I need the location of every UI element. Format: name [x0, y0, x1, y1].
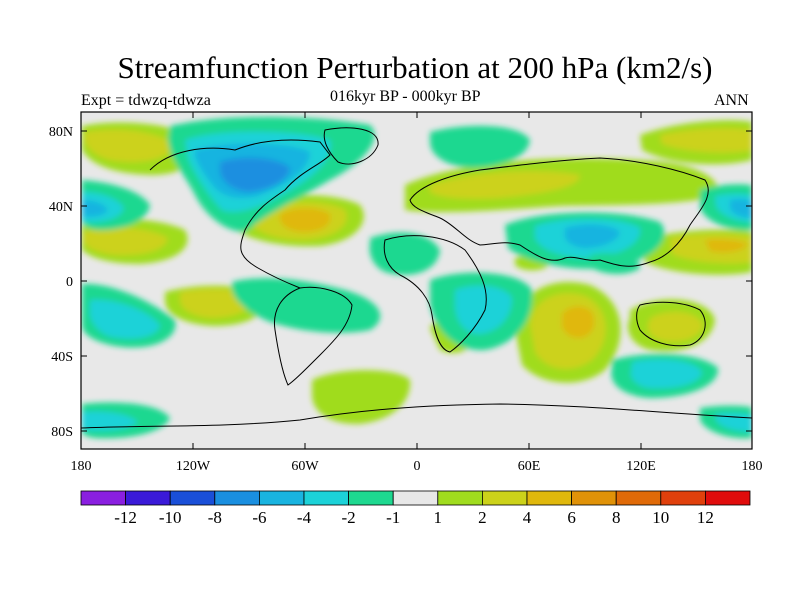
colorbar-label: -6	[252, 508, 266, 527]
contour-atlantic-pos-core	[280, 208, 331, 232]
coast-australia	[636, 301, 706, 347]
season-label: ANN	[714, 92, 749, 109]
colorbar-swatch	[660, 490, 706, 506]
colorbar-label: 1	[434, 508, 443, 527]
longitude-axis: 180 120W 60W 0 60E 120E 180	[71, 112, 763, 474]
coast-eurasia	[409, 157, 709, 267]
colorbar-label: -4	[297, 508, 312, 527]
colorbar-swatch	[80, 490, 126, 506]
lat-tick-label: 40N	[49, 200, 73, 215]
contour-natl-neg	[430, 125, 530, 168]
colorbar-label: 10	[652, 508, 669, 527]
contour-enso-neg	[232, 278, 381, 333]
colorbar-swatch	[437, 490, 483, 506]
contour-aus-neg	[590, 253, 640, 274]
colorbar-label: 2	[478, 508, 487, 527]
coast-greenland	[323, 127, 379, 165]
lat-tick-label: 40S	[51, 350, 73, 365]
contour-spac-pos-core	[180, 288, 252, 318]
contour-eurasia-pos-core	[430, 171, 580, 199]
coast-south-america	[273, 286, 353, 386]
colorbar-swatch	[705, 490, 751, 506]
colorbar: -12 -10 -8 -6 -4 -2 -1 1 2 4 6 8 10 12	[80, 490, 751, 527]
colorbar-swatch	[615, 490, 662, 506]
latitude-axis: 80N 40N 0 40S 80S	[49, 125, 752, 440]
plot-title: Streamfunction Perturbation at 200 hPa (…	[117, 50, 713, 85]
colorbar-label: 4	[523, 508, 532, 527]
contour-africa-neg	[369, 232, 440, 276]
coast-north-america	[149, 139, 331, 289]
contour-indian-pos-core	[561, 306, 595, 338]
lon-tick-label: 0	[414, 459, 421, 474]
lon-tick-label: 60W	[291, 459, 319, 474]
colorbar-swatch	[481, 490, 528, 506]
contour-aus-pos-core	[647, 311, 703, 342]
contour-wpac-neg-inner	[730, 199, 752, 218]
colorbar-label: -10	[159, 508, 182, 527]
experiment-label: Expt = tdwzq-tdwza	[81, 92, 211, 109]
colorbar-swatch	[392, 490, 439, 506]
contour-spac-neg-core	[89, 299, 160, 339]
colorbar-swatch	[303, 490, 349, 506]
contour-wpac-pos-core	[705, 239, 748, 253]
colorbar-swatch	[214, 490, 260, 506]
colorbar-swatch	[125, 490, 171, 506]
contour-so-neg-west-core	[82, 411, 138, 431]
colorbar-label: -2	[342, 508, 356, 527]
coast-africa	[383, 235, 487, 353]
contour-nw-pacific-pos-core	[85, 129, 175, 162]
colorbar-swatch	[348, 490, 394, 506]
coastlines	[81, 127, 752, 429]
colorbar-label: 6	[567, 508, 576, 527]
colorbar-swatch	[169, 490, 216, 506]
colorbar-label: -8	[208, 508, 222, 527]
contour-indian-neg-core	[630, 359, 702, 389]
contour-field	[81, 112, 752, 449]
lon-tick-label: 120E	[626, 459, 656, 474]
lon-tick-label: 180	[71, 459, 92, 474]
colorbar-swatch	[526, 490, 572, 506]
contour-satl-pos	[312, 370, 411, 425]
contour-arctic-pos-core	[660, 127, 752, 153]
contour-africa-neg-core	[454, 285, 512, 334]
colorbar-label: -12	[114, 508, 137, 527]
contour-na-neg-core	[220, 157, 290, 192]
colorbar-label: 12	[697, 508, 714, 527]
contour-asia-neg-core	[564, 224, 620, 248]
contour-npac-neg-inner	[82, 200, 108, 217]
lon-tick-label: 60E	[518, 459, 541, 474]
coast-antarctica	[81, 403, 752, 429]
colorbar-swatch	[258, 490, 305, 506]
lat-tick-label: 80S	[51, 425, 73, 440]
lon-tick-label: 180	[742, 459, 763, 474]
colorbar-label: -1	[386, 508, 400, 527]
contour-npac-band-pos-core	[84, 227, 168, 256]
colorbar-swatch	[571, 490, 617, 506]
lon-tick-label: 120W	[176, 459, 211, 474]
period-label: 016kyr BP - 000kyr BP	[330, 88, 481, 105]
lat-tick-label: 0	[66, 275, 73, 290]
lat-tick-label: 80N	[49, 125, 73, 140]
colorbar-label: 8	[612, 508, 621, 527]
